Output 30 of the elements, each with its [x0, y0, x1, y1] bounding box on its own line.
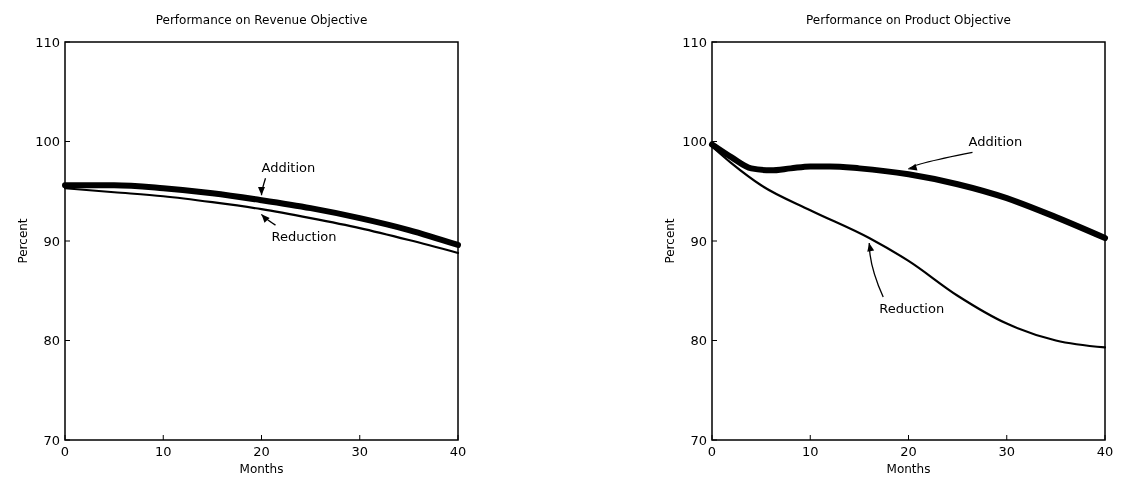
x-tick-label: 40: [1096, 444, 1114, 459]
series-label: Reduction: [879, 301, 945, 317]
x-axis-title: Months: [886, 462, 931, 476]
y-tick-label: 110: [682, 34, 707, 50]
x-tick-label: 30: [998, 444, 1016, 459]
y-tick-label: 90: [43, 233, 60, 249]
y-tick-label: 70: [690, 432, 707, 448]
x-tick-label: 0: [60, 444, 70, 459]
y-tick-label: 70: [43, 432, 60, 448]
y-tick-label: 100: [35, 134, 60, 150]
y-tick-label: 80: [43, 333, 60, 349]
x-tick-label: 10: [154, 444, 172, 459]
x-tick-label: 30: [351, 444, 369, 459]
legend-label: Reduction: [271, 229, 337, 245]
x-tick-label: 20: [900, 444, 917, 459]
y-tick-label: 100: [682, 134, 707, 150]
chart-title: Performance on Product Objective: [806, 13, 1011, 27]
y-tick-label: 80: [690, 333, 707, 349]
y-tick-label: 90: [690, 233, 707, 249]
x-axis-title: Months: [239, 462, 284, 476]
y-axis-title: Percent: [663, 218, 677, 264]
x-tick-label: 40: [449, 444, 467, 459]
text: Addition: [968, 134, 1023, 150]
y-tick-label: 110: [35, 34, 60, 50]
y-axis-title: Percent: [16, 218, 30, 264]
chart-title: Performance on Revenue Objective: [155, 13, 368, 27]
x-tick-label: 20: [253, 444, 270, 459]
x-tick-label: 0: [707, 444, 717, 459]
series-label: Addition: [261, 160, 316, 176]
x-tick-label: 10: [801, 444, 819, 459]
